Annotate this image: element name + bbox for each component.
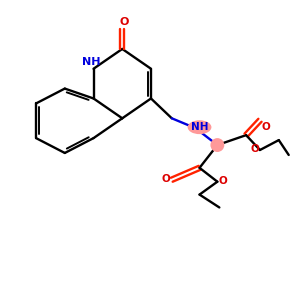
Text: O: O	[262, 122, 271, 132]
Circle shape	[210, 138, 224, 152]
Text: O: O	[161, 174, 170, 184]
Text: O: O	[250, 144, 259, 154]
Text: NH: NH	[82, 57, 101, 67]
Ellipse shape	[188, 120, 212, 134]
Text: NH: NH	[191, 122, 208, 132]
Text: O: O	[120, 17, 129, 27]
Text: O: O	[218, 176, 227, 186]
